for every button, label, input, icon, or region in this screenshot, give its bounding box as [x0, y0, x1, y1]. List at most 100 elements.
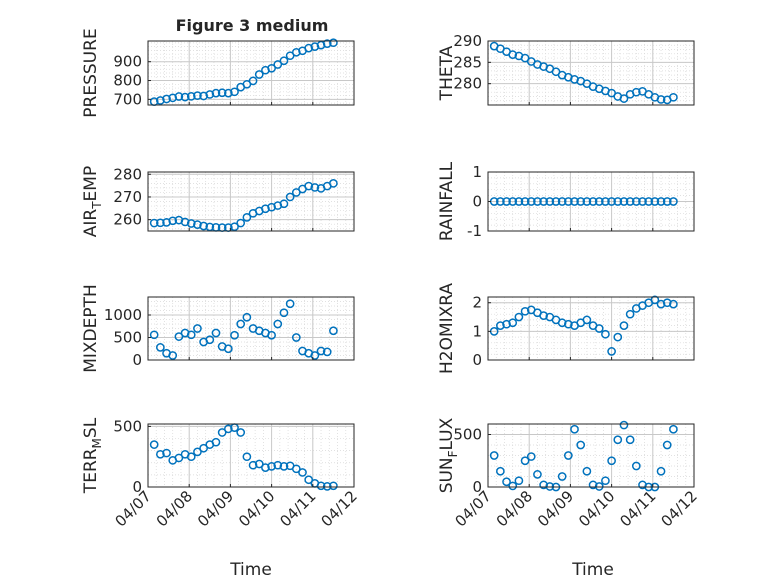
y-tick-label: 1000 [104, 306, 142, 324]
data-point [594, 324, 604, 333]
y-axis-label-part: MIXDEPTH [81, 284, 101, 373]
data-point [563, 197, 573, 206]
data-point [193, 447, 202, 457]
y-axis-label-part: LUX [437, 417, 457, 450]
data-point [563, 319, 573, 329]
data-point [520, 306, 530, 316]
data-point [156, 218, 165, 228]
y-tick-label: 280 [453, 75, 482, 93]
y-axis-label-part: SL [81, 417, 101, 438]
data-point [582, 315, 592, 325]
data-point [230, 330, 239, 340]
data-point [601, 329, 610, 339]
y-axis-label: TERRMSL [81, 417, 104, 494]
data-point [563, 451, 573, 460]
data-point [329, 38, 338, 48]
data-point [631, 87, 641, 97]
y-tick-label: 2 [472, 294, 482, 312]
data-point [291, 333, 301, 342]
data-point [156, 449, 165, 459]
data-point [582, 197, 592, 206]
data-point [186, 91, 196, 101]
data-point [149, 218, 159, 228]
data-point [533, 470, 542, 479]
y-axis-label-part: TERR [81, 448, 101, 494]
axes-box [487, 423, 695, 488]
data-point [502, 197, 511, 206]
data-point [601, 476, 610, 486]
data-point [502, 477, 511, 487]
data-point [619, 420, 629, 430]
axes-box [487, 296, 695, 361]
figure-title: Figure 3 medium [176, 16, 329, 35]
data-point [631, 197, 641, 206]
data-point [291, 464, 301, 474]
y-tick-label: 285 [453, 53, 482, 71]
data-point [310, 183, 320, 192]
data-point [285, 192, 295, 202]
data-point [594, 482, 604, 491]
data-point [508, 481, 518, 491]
data-point [273, 60, 283, 69]
y-tick-label: -1 [467, 222, 482, 240]
data-point [149, 440, 159, 449]
data-point [669, 424, 678, 434]
data-point [180, 92, 190, 102]
data-point [594, 197, 604, 206]
data-point [279, 56, 289, 66]
data-point [223, 424, 233, 434]
data-point [199, 443, 208, 453]
data-point [631, 461, 641, 471]
y-tick-label: 1 [472, 322, 482, 340]
data-point [267, 63, 276, 73]
data-point [267, 462, 276, 471]
data-point [316, 481, 326, 491]
y-axis-label: H2OMIXRA [437, 283, 457, 374]
data-point [526, 452, 536, 461]
data-point [656, 466, 666, 476]
data-point [304, 181, 314, 191]
y-axis-label-part: THETA [437, 45, 457, 101]
y-axis-label: RAINFALL [437, 161, 457, 241]
data-point [298, 468, 307, 477]
data-point [316, 346, 326, 356]
data-point [230, 222, 239, 232]
data-point [619, 321, 629, 330]
y-tick-label: 500 [113, 329, 142, 347]
data-point [168, 216, 178, 226]
data-point [254, 459, 264, 469]
axes-box [147, 296, 355, 361]
data-point [322, 482, 332, 491]
data-point [186, 330, 196, 340]
y-tick-label: 0 [472, 478, 482, 496]
data-point [576, 197, 586, 206]
data-point [162, 94, 171, 104]
data-point [168, 93, 178, 103]
y-axis-label-part: SUN [437, 457, 457, 493]
data-point [186, 452, 196, 462]
data-point [650, 197, 660, 206]
data-point [236, 428, 246, 437]
data-point [217, 428, 227, 437]
data-point [619, 197, 629, 206]
data-point [273, 460, 283, 470]
y-axis-label: THETA [437, 45, 457, 101]
data-point [551, 197, 561, 206]
data-point [625, 197, 635, 206]
y-axis-label-subscript: M [90, 438, 104, 448]
data-point [669, 92, 678, 102]
y-axis-label-part: EMP [81, 166, 101, 202]
y-tick-label: 0 [472, 351, 482, 369]
data-point [174, 332, 184, 341]
data-point [557, 197, 567, 206]
data-point [304, 475, 314, 485]
subplot-6: 0 1 2 H2OMIXRA [437, 283, 695, 374]
data-point [236, 218, 246, 228]
y-axis-label-part: AIR [81, 209, 101, 238]
y-axis-label: PRESSURE [81, 28, 101, 117]
y-tick-label: 270 [113, 188, 142, 206]
data-point [496, 466, 505, 476]
data-point [211, 437, 221, 447]
